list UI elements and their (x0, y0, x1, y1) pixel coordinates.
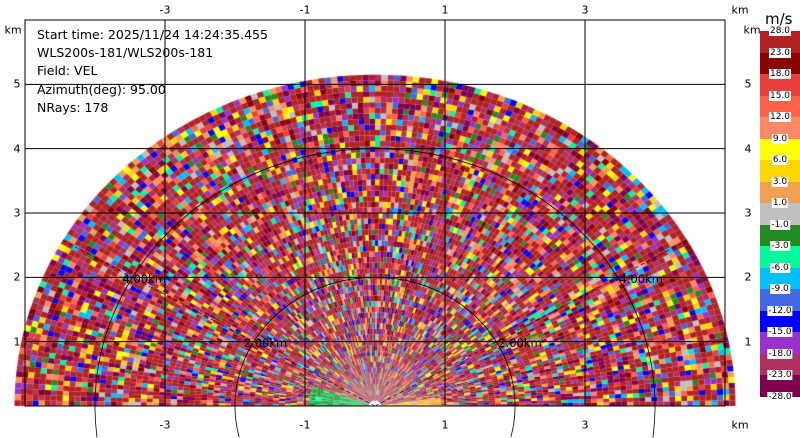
x-tick-label-top: -3 (159, 3, 171, 17)
x-tick-label-bottom: -1 (299, 418, 311, 432)
colorbar-label: -12.0 (767, 305, 793, 316)
colorbar-label: 18.0 (768, 69, 792, 80)
colorbar-band (760, 289, 800, 312)
colorbar-label: -6.0 (770, 262, 790, 273)
plot-frame (24, 19, 726, 407)
x-tick-label-top: 3 (581, 3, 589, 17)
colorbar-label: 23.0 (768, 47, 792, 58)
range-ring (94, 148, 656, 438)
colorbar-label: -15.0 (767, 327, 793, 338)
y-tick-label-right: 4 (744, 142, 752, 156)
x-tick-label-bottom: 1 (441, 418, 449, 432)
colorbar-band (760, 52, 800, 75)
colorbar-band (760, 181, 800, 204)
y-tick-label-right: 2 (744, 270, 752, 284)
colorbar-band (760, 117, 800, 140)
x-tick-label-bottom: -3 (159, 418, 171, 432)
colorbar-band (760, 375, 800, 398)
colorbar-label: 9.0 (771, 133, 789, 144)
y-tick-label-left: 5 (13, 77, 21, 91)
plot-info: Start time: 2025/11/24 14:24:35.455 WLS20… (37, 26, 268, 117)
colorbar-label: 3.0 (771, 176, 789, 187)
colorbar: 28.0 23.0 18.0 15.0 12.0 9.0 6.0 3.0 1.0 -1.0 -3.0… (760, 26, 800, 402)
colorbar-label: -9.0 (770, 284, 790, 295)
colorbar-label: -18.0 (767, 348, 793, 359)
nrays: NRays: 178 (37, 99, 109, 115)
colorbar-band (760, 203, 800, 226)
colorbar-band (760, 138, 800, 161)
colorbar-label: -1.0 (770, 219, 790, 230)
colorbar-label: 12.0 (768, 112, 792, 123)
y-tick-label-right: 1 (744, 335, 752, 349)
x-unit-label-bottom: km (731, 418, 749, 432)
colorbar-label: 1.0 (771, 198, 789, 209)
colorbar-label: 6.0 (771, 155, 789, 166)
colorbar-label: -3.0 (770, 241, 790, 252)
x-tick-label-top: -1 (299, 3, 311, 17)
y-tick-label-left: 2 (13, 270, 21, 284)
range-ring-label: 2.00km (498, 335, 542, 350)
instrument-name: WLS200s-181/WLS200s-181 (37, 45, 214, 61)
y-tick-label-left: 4 (13, 142, 21, 156)
colorbar-label: 15.0 (768, 90, 792, 101)
x-unit-label-top: km (731, 3, 749, 17)
x-tick-label-top: 1 (441, 3, 449, 17)
azimuth: Azimuth(deg): 95.00 (37, 81, 166, 97)
colorbar-band (760, 31, 800, 54)
colorbar-band (760, 332, 800, 355)
x-tick-label-bottom: 3 (581, 418, 589, 432)
colorbar-band (760, 246, 800, 269)
elevation-line (374, 240, 688, 407)
colorbar-band (760, 353, 800, 376)
colorbar-label: 28.0 (768, 26, 792, 36)
colorbar-band (760, 74, 800, 97)
y-tick-label-left: 3 (13, 206, 21, 220)
range-ring (234, 276, 516, 438)
field-name: Field: VEL (37, 63, 98, 79)
elevation-line (62, 240, 376, 407)
y-tick-label-right: 3 (744, 206, 752, 220)
colorbar-unit: m/s (765, 10, 793, 28)
y-tick-label-left: 1 (13, 335, 21, 349)
range-ring-label: 2.00km (243, 335, 288, 350)
colorbar-band (760, 160, 800, 183)
range-ring-label: 4.00km (122, 272, 166, 287)
y-tick-label-right: 5 (744, 77, 752, 91)
y-unit-label-left: km (4, 23, 22, 37)
colorbar-label: -23.0 (767, 370, 793, 381)
colorbar-band (760, 95, 800, 118)
range-ring-label: 4.00km (619, 272, 663, 287)
y-unit-label-right: km (743, 23, 761, 37)
colorbar-label: -28.0 (767, 392, 793, 402)
colorbar-band (760, 267, 800, 290)
colorbar-band (760, 310, 800, 333)
colorbar-band (760, 224, 800, 247)
start-time: Start time: 2025/11/24 14:24:35.455 (37, 27, 268, 42)
